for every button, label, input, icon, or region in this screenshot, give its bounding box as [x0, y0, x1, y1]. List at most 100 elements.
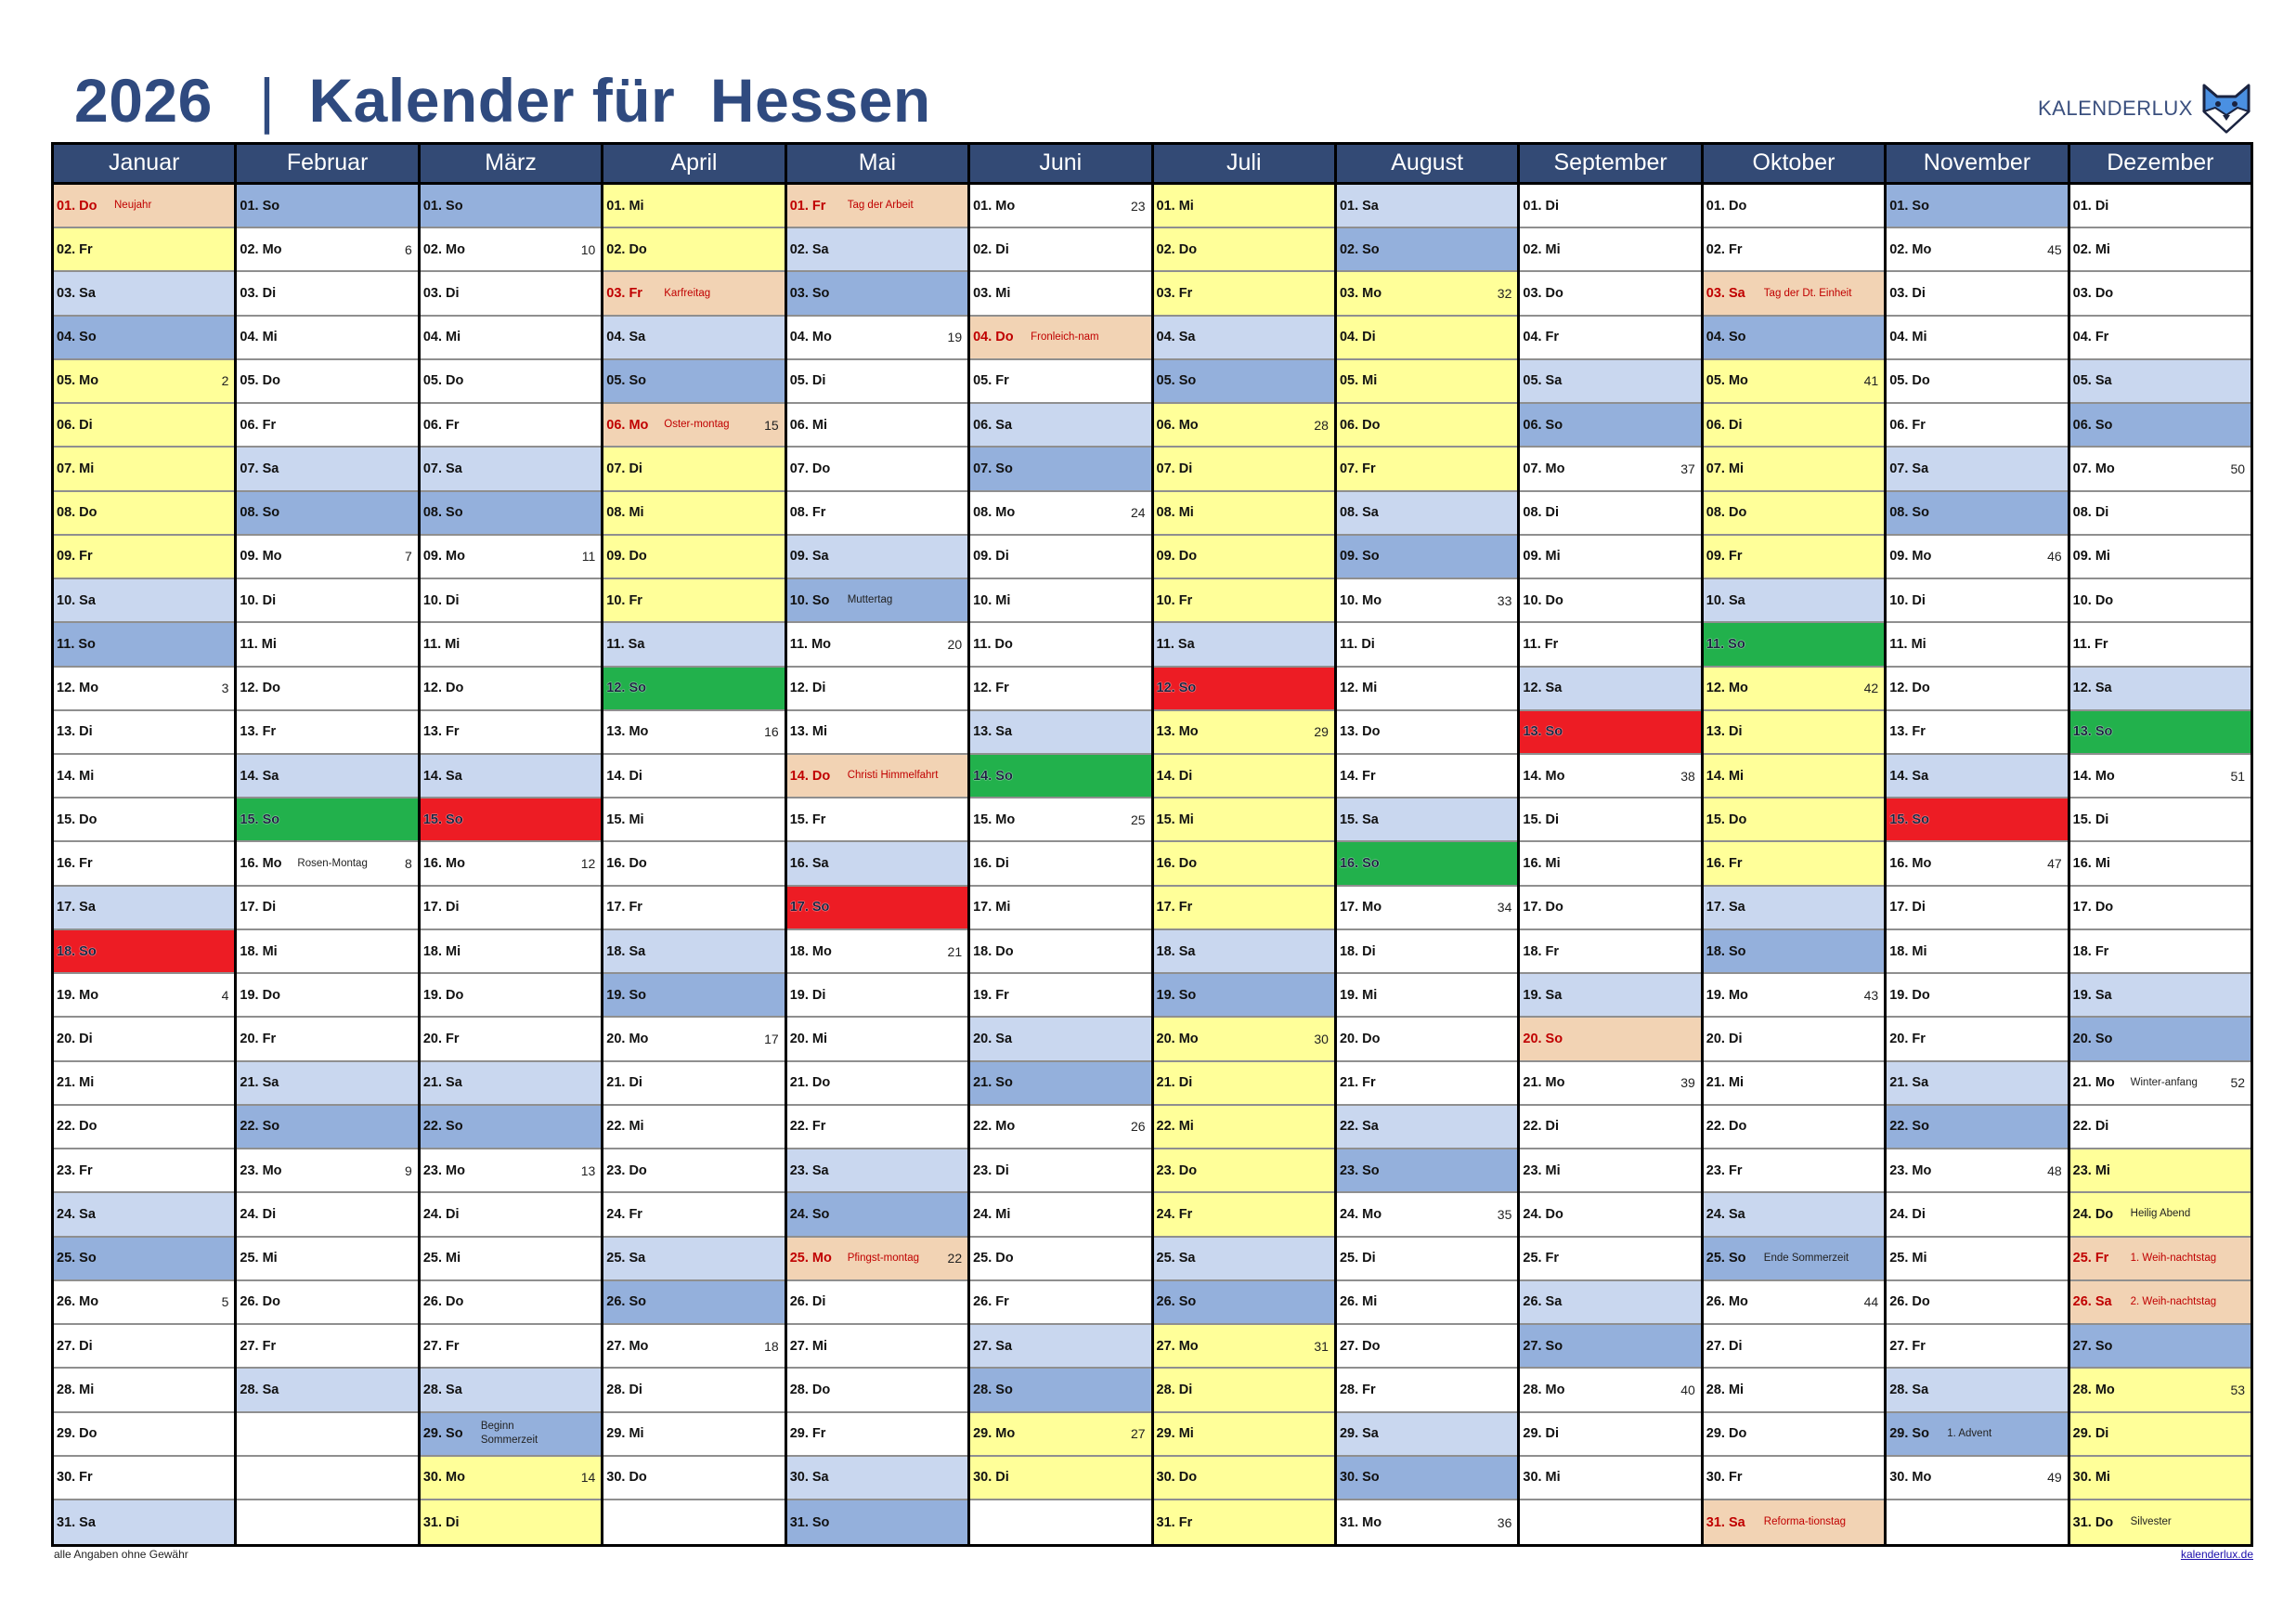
day-label: 05. So — [1156, 373, 1197, 389]
day-label: 25. Mo — [789, 1251, 832, 1266]
day-label: 29. Di — [1523, 1426, 1560, 1442]
day-cell: 11. Di — [1336, 623, 1518, 668]
day-cell: 11. Mi — [1887, 623, 2068, 668]
day-cell: 27. Fr — [420, 1325, 602, 1370]
day-label: 03. Di — [1889, 286, 1926, 302]
day-note: Muttertag — [847, 594, 893, 606]
day-note: Tag der Dt. Einheit — [1763, 287, 1852, 299]
day-label: 06. Mo — [606, 417, 649, 433]
day-cell: 28. Do — [786, 1369, 968, 1413]
day-cell: 19. Mo 4 — [54, 974, 235, 1019]
day-cell: 13. Do — [1336, 711, 1518, 755]
day-cell: 22. Di — [2069, 1106, 2251, 1150]
day-label: 21. Sa — [240, 1075, 279, 1091]
day-cell: 16. Di — [970, 842, 1151, 887]
day-cell: 18. Sa — [603, 929, 785, 975]
day-cell: 23. Do — [603, 1149, 785, 1194]
day-label: 12. Do — [240, 681, 280, 696]
day-cell: 26. Mo 44 — [1703, 1281, 1885, 1326]
day-label: 20. Fr — [1889, 1032, 1926, 1046]
day-cell: 02. Sa — [786, 228, 968, 273]
day-cell: 06. Fr — [237, 404, 418, 448]
day-cell: 20. Fr — [420, 1018, 602, 1062]
day-label: 09. Do — [606, 549, 647, 565]
day-cell: 13. Di — [1703, 710, 1885, 755]
day-label: 14. Sa — [1889, 768, 1929, 784]
day-cell: 06. Fr — [420, 404, 602, 448]
day-label: 19. So — [1156, 987, 1197, 1003]
day-cell: 25. So — [54, 1237, 235, 1281]
day-label: 08. Di — [1523, 505, 1560, 521]
day-note: Rosen-Montag — [297, 857, 368, 869]
day-cell: 07. Fr — [1336, 448, 1518, 492]
day-cell: 28. Mo 53 — [2069, 1369, 2251, 1413]
day-cell: 22. So — [237, 1105, 418, 1150]
day-label: 21. Mi — [1706, 1075, 1745, 1091]
logo-text: KALENDERLUX — [2038, 97, 2193, 120]
day-label: 07. Sa — [1889, 461, 1929, 476]
day-cell: 14. So — [970, 754, 1151, 799]
day-cell: 14. Di — [603, 755, 785, 799]
day-cell: 22. Fr — [786, 1106, 968, 1150]
day-label: 09. Fr — [57, 549, 93, 565]
day-cell: 10. Do — [1520, 579, 1701, 624]
day-label: 22. Do — [1706, 1119, 1747, 1135]
day-label: 14. Mi — [57, 768, 95, 784]
week-number: 2 — [221, 373, 229, 389]
day-cell: 15. So — [1887, 799, 2068, 843]
day-cell: 05. So — [603, 359, 785, 405]
day-cell: 10. Di — [237, 579, 418, 624]
day-label: 28. Do — [789, 1382, 831, 1397]
week-number: 25 — [1130, 812, 1146, 827]
day-cell: 01. Do — [1703, 185, 1885, 229]
day-cell: 30. Fr — [1703, 1457, 1885, 1500]
day-label: 13. Fr — [422, 724, 460, 740]
week-number: 14 — [580, 1470, 596, 1486]
day-cell: 19. Sa — [2069, 974, 2251, 1019]
day-label: 16. Mo — [240, 856, 282, 872]
kalenderlux-link[interactable]: kalenderlux.de — [2180, 1548, 2253, 1561]
day-label: 15. So — [240, 812, 280, 827]
day-cell: 17. Fr — [1153, 886, 1334, 930]
day-cell: 02. Di — [970, 228, 1151, 273]
day-cell: 21. Mi — [54, 1062, 235, 1106]
day-cell: 21. Di — [603, 1062, 785, 1106]
day-label: 04. Fr — [1523, 330, 1560, 345]
day-label: 22. Mi — [1156, 1119, 1194, 1135]
day-label: 18. Di — [1339, 943, 1376, 959]
day-cell: 24. Do — [1520, 1193, 1701, 1238]
week-number: 48 — [2047, 1162, 2062, 1178]
day-label: 28. Sa — [422, 1382, 462, 1397]
day-cell: 14. Do Christi Himmelfahrt — [786, 754, 968, 799]
day-label: 17. Mo — [1339, 900, 1382, 915]
day-cell: 25. Mo Pfingst-montag 22 — [786, 1237, 968, 1281]
day-cell: 02. Mo 10 — [420, 228, 602, 273]
day-label: 09. So — [1339, 549, 1380, 565]
day-cell: 10. Sa — [1703, 579, 1885, 624]
day-cell: 13. Mo 16 — [603, 711, 785, 755]
day-cell: 12. So — [603, 667, 785, 711]
day-cell: 07. Mi — [1703, 448, 1885, 492]
week-number: 37 — [1680, 461, 1695, 476]
empty-cell — [603, 1500, 784, 1544]
day-cell: 22. Mi — [603, 1106, 785, 1150]
day-cell: 01. So — [1887, 184, 2068, 229]
day-label: 13. Di — [57, 724, 93, 740]
day-label: 09. Do — [1156, 549, 1198, 565]
day-label: 14. Fr — [1339, 768, 1376, 784]
day-cell: 23. Mi — [2069, 1149, 2251, 1194]
week-number: 5 — [221, 1294, 229, 1310]
day-cell: 04. Di — [1336, 316, 1518, 360]
month-header: Oktober — [1703, 145, 1885, 185]
day-cell: 08. So — [420, 491, 602, 536]
day-cell: 29. Mi — [1153, 1412, 1334, 1457]
day-label: 07. Mi — [57, 461, 95, 476]
day-cell: 11. Sa — [603, 623, 785, 668]
day-label: 24. Do — [1523, 1206, 1563, 1222]
day-cell: 04. So — [1703, 316, 1885, 360]
week-number: 13 — [580, 1162, 596, 1178]
week-number: 8 — [405, 856, 412, 872]
day-label: 14. Mo — [1523, 768, 1565, 784]
day-label: 11. Di — [1339, 636, 1375, 652]
day-label: 10. Fr — [1156, 592, 1193, 608]
